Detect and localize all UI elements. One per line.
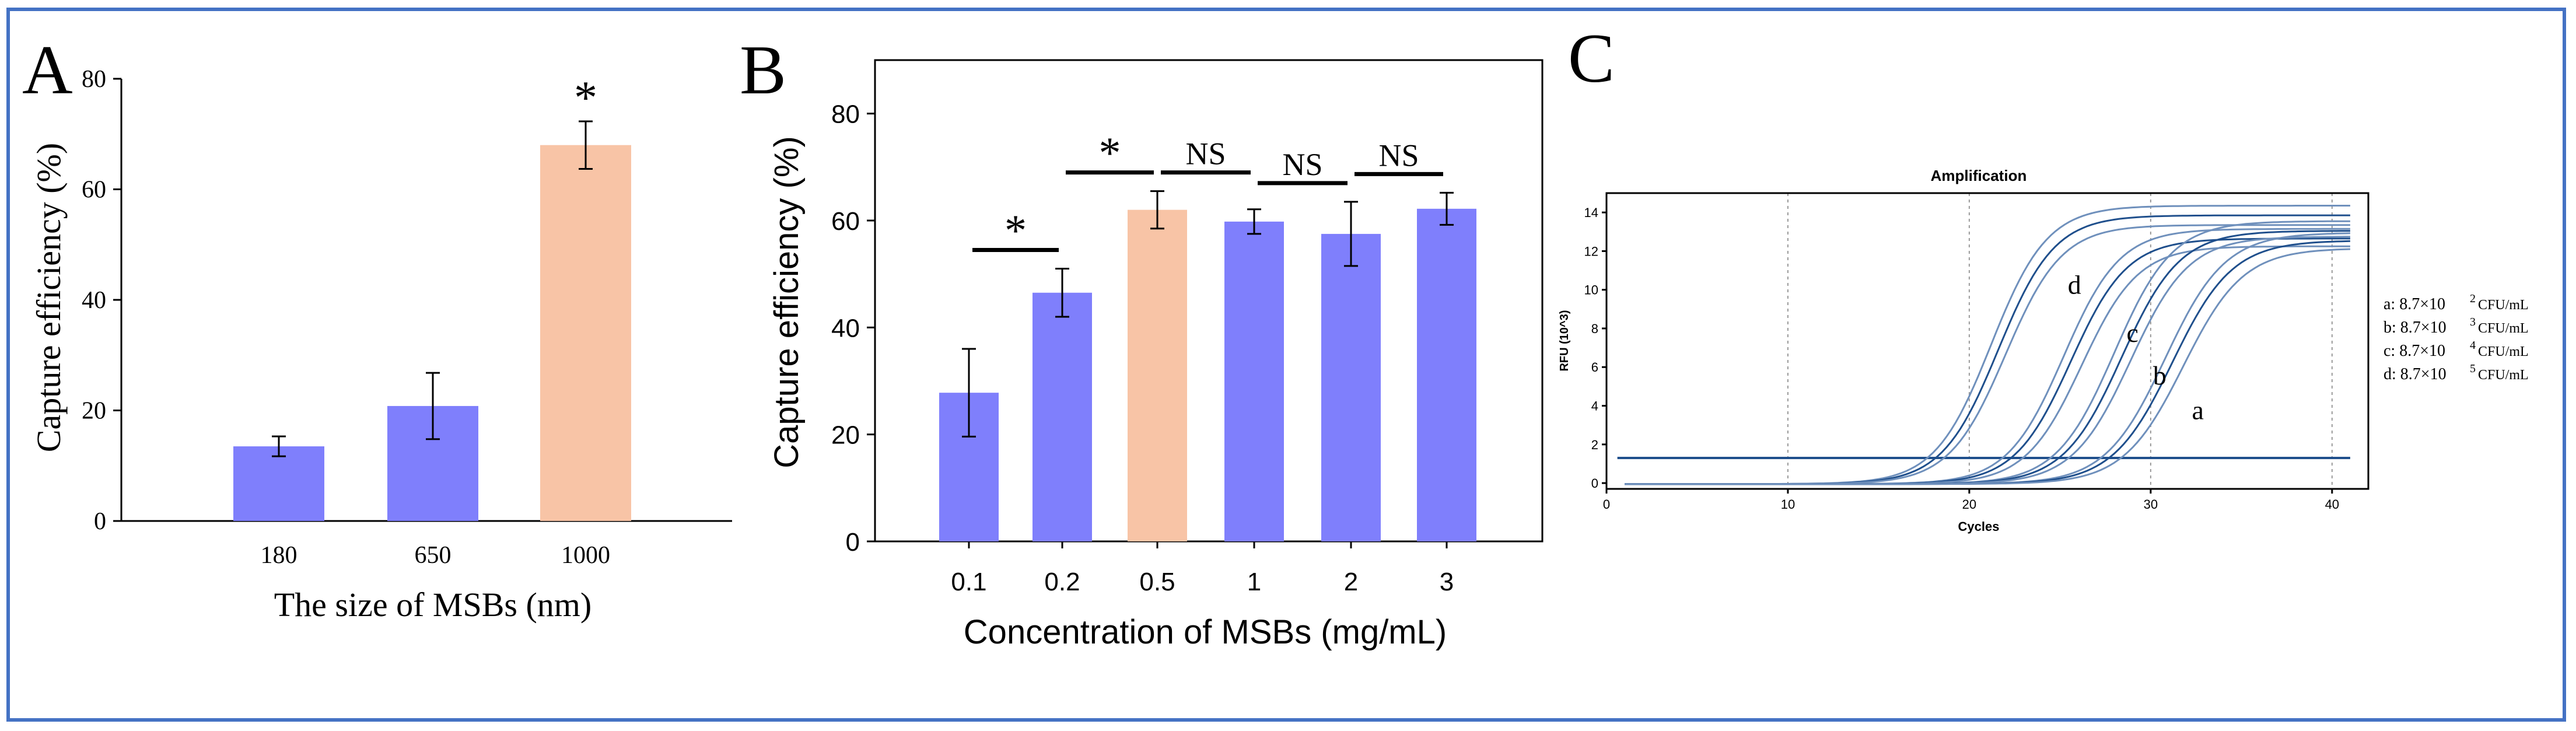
- panel-a-letter: A: [22, 31, 73, 109]
- panel-c-legend-unit: CFU/mL: [2478, 298, 2529, 313]
- panel-c-xtick-label: 40: [2325, 497, 2339, 512]
- panel-a-xlabel: The size of MSBs (nm): [274, 586, 592, 624]
- panel-a: A 0 20 40 60 80 180 650 1000 * Capture efficienc…: [22, 31, 732, 624]
- panel-c-curve-label: d: [2068, 270, 2081, 299]
- panel-b-letter: B: [740, 31, 786, 109]
- panel-c-legend-entry: a: 8.7×10 2 CFU/mL: [2384, 292, 2529, 313]
- panel-b-plot-frame: [874, 59, 1544, 543]
- panel-c-legend-exponent: 2: [2470, 292, 2476, 305]
- panel-b-xtick-label: 0.1: [951, 568, 986, 596]
- panel-c-letter: C: [1568, 19, 1615, 97]
- panel-c-xtick-label: 20: [1962, 497, 1976, 512]
- panel-a-ytick-label: 60: [82, 177, 106, 204]
- panel-c-legend-exponent: 4: [2470, 339, 2476, 352]
- panel-c: C Amplification 0 10 20 30 4002468101214dcba…: [1558, 19, 2529, 534]
- panel-a-plot: 0 20 40 60 80 180 650 1000 *: [82, 66, 732, 569]
- panel-b-comparison-label: *: [1099, 129, 1121, 178]
- panel-c-curve-a: [1625, 248, 2350, 485]
- panel-a-bar: [233, 446, 324, 521]
- panel-b-ytick-label: 40: [831, 314, 860, 342]
- panel-b-ylabel: Capture efficiency (%): [768, 136, 806, 468]
- panel-b-bar: [1032, 292, 1092, 541]
- panel-c-legend-unit: CFU/mL: [2478, 368, 2529, 383]
- panel-c-ytick-label: 2: [1591, 438, 1598, 452]
- panel-b-bar: [1417, 208, 1476, 541]
- panel-c-plot: 0 10 20 30 40 0 2 4 6 8 10 12 14 d cba: [1584, 192, 2370, 512]
- panel-a-xtick-label: 180: [261, 542, 298, 569]
- panel-c-curve-label: a: [2192, 396, 2203, 425]
- panel-b-ytick-label: 80: [831, 100, 860, 129]
- panel-a-ytick-label: 20: [82, 398, 106, 425]
- panel-c-legend-key: b: 8.7×10: [2384, 319, 2446, 337]
- panel-c-legend-unit: CFU/mL: [2478, 321, 2529, 336]
- panel-b-xtick-label: 0.5: [1139, 568, 1175, 596]
- panel-a-ytick-label: 80: [82, 66, 106, 93]
- panel-c-curve-label: b: [2153, 361, 2166, 390]
- panel-c-curve-label: c: [2127, 318, 2138, 348]
- panel-b-comparison-label: NS: [1282, 147, 1322, 182]
- panel-a-xtick-label: 1000: [561, 542, 610, 569]
- panel-b-xtick-label: 1: [1247, 568, 1261, 596]
- panel-c-legend-unit: CFU/mL: [2478, 344, 2529, 359]
- panel-c-xtick-label: 30: [2144, 497, 2158, 512]
- panel-a-significance-star: *: [574, 72, 597, 124]
- panel-c-ytick-label: 8: [1591, 321, 1598, 336]
- panel-c-legend-key: c: 8.7×10: [2384, 342, 2445, 360]
- panel-c-xlabel: Cycles: [1958, 519, 2000, 534]
- panel-a-bar: [540, 145, 631, 521]
- panel-c-ytick-label: 10: [1584, 283, 1598, 298]
- panel-a-xtick-label: 650: [415, 542, 452, 569]
- panel-b-comparison-label: NS: [1185, 137, 1226, 172]
- panel-b-xtick-label: 0.2: [1044, 568, 1080, 596]
- panel-b-comparison-label: NS: [1378, 138, 1419, 173]
- panel-b-bar: [1321, 233, 1381, 542]
- panel-b-ytick-label: 20: [831, 421, 860, 450]
- panel-c-ytick-label: 0: [1591, 476, 1598, 491]
- panel-c-ytick-label: 14: [1584, 205, 1598, 220]
- panel-c-xtick-label: 10: [1781, 497, 1795, 512]
- panel-b: B 0 20 40 60 80 0.1 0.2 0.5 1 2 3 * * NS NS NS Capture …: [740, 31, 1544, 651]
- panel-a-ytick-label: 40: [82, 287, 106, 314]
- panel-b-comparison-label: *: [1005, 207, 1027, 256]
- panel-b-bar: [1128, 209, 1187, 542]
- panel-c-ytick-label: 12: [1584, 244, 1598, 258]
- panel-c-legend-exponent: 5: [2470, 362, 2476, 375]
- panel-c-legend-exponent: 3: [2470, 316, 2476, 328]
- panel-b-bar: [1224, 221, 1284, 541]
- panel-b-ytick-label: 0: [846, 528, 860, 557]
- panel-c-legend-entry: d: 8.7×10 5 CFU/mL: [2384, 362, 2529, 383]
- panel-b-xlabel: Concentration of MSBs (mg/mL): [964, 613, 1447, 651]
- panel-b-xtick-label: 3: [1440, 568, 1454, 596]
- panel-c-ytick-label: 6: [1591, 360, 1598, 375]
- panel-c-legend: a: 8.7×10 2 CFU/mLb: 8.7×10 3 CFU/mLc: 8.7×1…: [2384, 292, 2529, 383]
- panel-b-ytick-label: 60: [831, 207, 860, 236]
- figure-border: [6, 8, 2566, 722]
- panel-c-legend-entry: b: 8.7×10 3 CFU/mL: [2384, 316, 2529, 337]
- panel-b-plot: 0 20 40 60 80 0.1 0.2 0.5 1 2 3 * * NS NS NS: [831, 59, 1544, 596]
- panel-c-legend-key: a: 8.7×10: [2384, 295, 2445, 313]
- panel-c-legend-entry: c: 8.7×10 4 CFU/mL: [2384, 339, 2529, 360]
- panel-a-ylabel: Capture efficiency (%): [30, 143, 68, 452]
- panel-c-legend-key: d: 8.7×10: [2384, 365, 2446, 383]
- panel-c-xtick-label: 0: [1603, 497, 1610, 512]
- panel-c-plot-frame: [1605, 192, 2370, 490]
- panel-c-title: Amplification: [1931, 167, 2027, 184]
- panel-c-ylabel: RFU (10^3): [1558, 310, 1571, 371]
- panel-b-xtick-label: 2: [1344, 568, 1358, 596]
- panel-c-ytick-label: 4: [1591, 399, 1598, 414]
- panel-a-ytick-label: 0: [94, 508, 106, 535]
